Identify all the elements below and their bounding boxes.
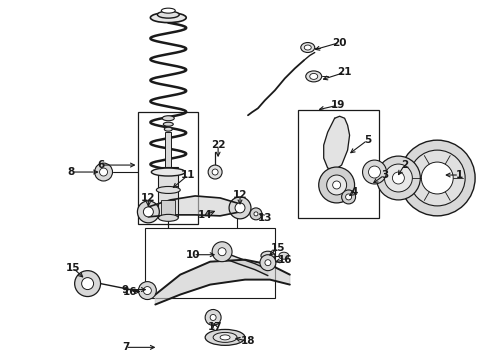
Text: 1: 1 xyxy=(456,170,463,180)
Ellipse shape xyxy=(261,251,275,260)
Text: 15: 15 xyxy=(66,263,80,273)
Circle shape xyxy=(342,190,356,204)
Circle shape xyxy=(392,172,404,184)
Ellipse shape xyxy=(162,116,174,121)
Circle shape xyxy=(327,175,346,195)
Bar xyxy=(165,132,172,167)
Ellipse shape xyxy=(151,168,185,176)
Polygon shape xyxy=(324,116,349,170)
Circle shape xyxy=(409,150,465,206)
Circle shape xyxy=(208,165,222,179)
Polygon shape xyxy=(155,260,290,305)
Circle shape xyxy=(345,194,352,200)
Ellipse shape xyxy=(220,335,230,340)
Text: 8: 8 xyxy=(67,167,74,177)
Text: 9: 9 xyxy=(122,284,129,294)
Text: 2: 2 xyxy=(401,160,408,170)
Text: 21: 21 xyxy=(337,67,352,77)
Text: 7: 7 xyxy=(122,342,129,352)
Text: 19: 19 xyxy=(330,100,345,110)
Ellipse shape xyxy=(304,45,311,50)
Text: 14: 14 xyxy=(198,210,213,220)
Circle shape xyxy=(399,140,475,216)
Circle shape xyxy=(82,278,94,289)
Text: 5: 5 xyxy=(364,135,371,145)
Ellipse shape xyxy=(306,71,322,82)
Circle shape xyxy=(250,208,262,220)
Circle shape xyxy=(137,201,159,223)
Ellipse shape xyxy=(150,13,186,23)
Text: 16: 16 xyxy=(278,255,292,265)
Text: 3: 3 xyxy=(381,170,388,180)
Circle shape xyxy=(376,156,420,200)
Circle shape xyxy=(74,271,100,297)
Bar xyxy=(161,200,175,215)
Polygon shape xyxy=(222,252,268,276)
Bar xyxy=(298,110,379,218)
Circle shape xyxy=(144,207,153,217)
Circle shape xyxy=(138,282,156,300)
Polygon shape xyxy=(148,196,240,217)
Ellipse shape xyxy=(310,73,318,80)
Text: 20: 20 xyxy=(332,37,347,48)
Circle shape xyxy=(260,255,276,271)
Text: 11: 11 xyxy=(181,170,196,180)
Circle shape xyxy=(363,160,387,184)
Text: 17: 17 xyxy=(208,323,222,332)
Bar xyxy=(138,112,198,224)
Bar xyxy=(146,228,275,298)
Circle shape xyxy=(254,212,258,216)
Circle shape xyxy=(333,181,341,189)
Ellipse shape xyxy=(205,329,245,345)
Circle shape xyxy=(212,242,232,262)
Text: 6: 6 xyxy=(97,160,104,170)
Ellipse shape xyxy=(164,127,172,131)
Ellipse shape xyxy=(279,252,289,259)
Text: 15: 15 xyxy=(270,243,285,253)
Text: 4: 4 xyxy=(351,187,358,197)
Text: 13: 13 xyxy=(258,213,272,223)
Circle shape xyxy=(265,260,271,266)
Circle shape xyxy=(210,315,216,320)
Circle shape xyxy=(95,163,113,181)
Circle shape xyxy=(229,197,251,219)
Ellipse shape xyxy=(163,122,173,126)
Ellipse shape xyxy=(301,42,315,53)
Text: 12: 12 xyxy=(233,190,247,200)
Text: 18: 18 xyxy=(241,336,255,346)
Circle shape xyxy=(212,169,218,175)
Ellipse shape xyxy=(161,8,175,13)
Circle shape xyxy=(318,167,355,203)
Text: 16: 16 xyxy=(123,287,138,297)
Circle shape xyxy=(218,248,226,256)
Circle shape xyxy=(368,166,380,178)
Ellipse shape xyxy=(156,186,180,193)
Circle shape xyxy=(385,164,413,192)
Circle shape xyxy=(421,162,453,194)
Text: 22: 22 xyxy=(211,140,225,150)
Ellipse shape xyxy=(213,332,237,342)
Circle shape xyxy=(205,310,221,325)
Ellipse shape xyxy=(158,214,178,221)
Circle shape xyxy=(235,203,245,213)
Ellipse shape xyxy=(157,11,179,18)
Bar xyxy=(158,167,178,217)
Text: 10: 10 xyxy=(186,250,200,260)
Text: 12: 12 xyxy=(141,193,156,203)
Circle shape xyxy=(99,168,107,176)
Circle shape xyxy=(144,287,151,294)
